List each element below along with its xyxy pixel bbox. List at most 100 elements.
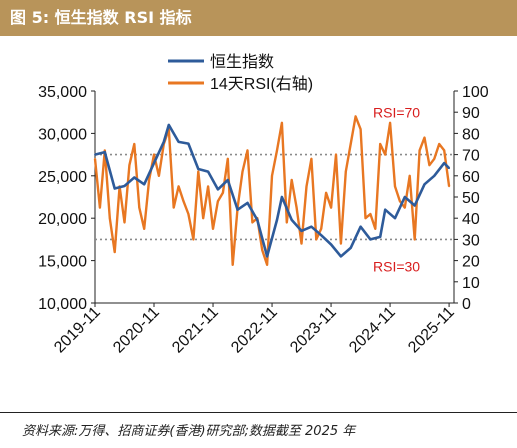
- data-point-hsi: [281, 196, 283, 198]
- data-point-rsi: [315, 238, 318, 241]
- left-tick-label: 20,000: [38, 211, 87, 228]
- right-tick-label: 60: [462, 169, 480, 186]
- data-point-hsi: [162, 141, 165, 143]
- data-point-rsi: [143, 227, 146, 230]
- data-point-hsi: [359, 225, 362, 228]
- data-point-rsi: [148, 179, 151, 181]
- data-point-rsi: [231, 263, 234, 266]
- data-point-rsi: [413, 238, 416, 241]
- data-point-rsi: [197, 170, 200, 173]
- data-point-hsi: [310, 225, 313, 228]
- x-tick-label: 2023-11: [287, 304, 340, 357]
- right-tick-label: 0: [462, 296, 471, 313]
- data-point-rsi: [133, 143, 136, 145]
- data-point-hsi: [246, 202, 249, 204]
- data-point-rsi: [182, 200, 185, 203]
- data-point-rsi: [369, 213, 372, 215]
- data-point-hsi: [94, 153, 96, 156]
- data-point-rsi: [290, 179, 293, 181]
- data-point-rsi: [364, 217, 367, 220]
- data-point-rsi: [443, 149, 446, 152]
- right-tick-label: 50: [462, 190, 480, 207]
- x-tick-label: 2022-11: [228, 304, 281, 357]
- data-point-rsi: [192, 238, 195, 241]
- data-point-rsi: [438, 143, 441, 145]
- legend-label-rsi: 14天RSI(右轴): [210, 75, 313, 93]
- data-point-hsi: [167, 124, 170, 126]
- left-tick-label: 10,000: [38, 296, 87, 313]
- data-point-rsi: [108, 217, 111, 220]
- data-point-hsi: [379, 236, 382, 238]
- data-point-hsi: [177, 141, 180, 143]
- data-point-rsi: [94, 157, 96, 160]
- data-point-rsi: [340, 242, 342, 245]
- data-point-rsi: [359, 128, 362, 131]
- data-point-hsi: [340, 255, 342, 258]
- data-point-hsi: [369, 238, 372, 241]
- data-point-rsi: [335, 153, 337, 156]
- data-point-rsi: [187, 213, 190, 215]
- data-point-hsi: [123, 185, 126, 187]
- data-point-hsi: [290, 219, 293, 221]
- data-point-rsi: [325, 191, 327, 194]
- data-point-hsi: [236, 208, 239, 211]
- data-point-rsi: [418, 149, 421, 152]
- data-point-rsi: [428, 164, 431, 167]
- data-point-rsi: [320, 227, 323, 230]
- x-tick-label: 2025-11: [405, 304, 458, 357]
- data-point-rsi: [285, 221, 288, 224]
- data-point-rsi: [261, 249, 264, 251]
- data-point-rsi: [433, 157, 436, 160]
- data-point-rsi: [300, 242, 303, 245]
- data-point-rsi: [389, 121, 391, 124]
- data-point-hsi: [143, 183, 146, 186]
- data-point-rsi: [448, 185, 450, 188]
- right-tick-label: 20: [462, 254, 480, 271]
- right-tick-label: 80: [462, 126, 480, 143]
- left-tick-label: 30,000: [38, 126, 87, 143]
- data-point-hsi: [197, 168, 200, 170]
- data-point-rsi: [354, 115, 357, 118]
- data-point-hsi: [133, 176, 136, 179]
- data-point-rsi: [99, 206, 101, 209]
- data-point-rsi: [394, 185, 396, 188]
- data-point-rsi: [295, 206, 298, 209]
- data-point-hsi: [349, 247, 352, 249]
- reference-label-rsi-30: RSI=30: [373, 258, 420, 274]
- data-point-rsi: [172, 206, 175, 209]
- figure-title: 图 5: 恒生指数 RSI 指标: [0, 0, 517, 36]
- data-point-rsi: [349, 143, 352, 145]
- left-tick-label: 25,000: [38, 169, 87, 186]
- data-point-rsi: [399, 200, 401, 203]
- right-tick-label: 100: [462, 84, 489, 101]
- data-point-hsi: [384, 208, 387, 211]
- data-point-hsi: [413, 204, 416, 207]
- data-point-hsi: [113, 187, 116, 190]
- data-point-rsi: [217, 200, 219, 203]
- data-point-rsi: [281, 121, 283, 124]
- data-point-hsi: [276, 219, 278, 221]
- reference-label-rsi-70: RSI=70: [373, 105, 420, 121]
- data-point-rsi: [207, 185, 210, 188]
- data-point-rsi: [128, 164, 131, 167]
- data-point-hsi: [443, 162, 446, 165]
- data-point-rsi: [310, 157, 313, 160]
- data-point-rsi: [177, 185, 180, 188]
- data-point-rsi: [103, 149, 106, 152]
- data-point-rsi: [113, 251, 116, 254]
- data-point-hsi: [448, 167, 450, 170]
- legend-label-hsi: 恒生指数: [210, 53, 274, 71]
- data-point-hsi: [217, 188, 219, 191]
- data-point-hsi: [153, 162, 155, 165]
- data-point-rsi: [153, 153, 155, 156]
- right-tick-label: 70: [462, 148, 480, 165]
- data-point-rsi: [226, 157, 229, 160]
- data-point-rsi: [423, 136, 426, 139]
- footer-rule: [0, 412, 517, 413]
- data-point-rsi: [123, 221, 126, 224]
- right-tick-label: 10: [462, 275, 480, 292]
- data-point-hsi: [207, 170, 210, 173]
- data-point-rsi: [246, 149, 249, 152]
- data-point-rsi: [344, 170, 347, 173]
- data-point-rsi: [202, 217, 205, 220]
